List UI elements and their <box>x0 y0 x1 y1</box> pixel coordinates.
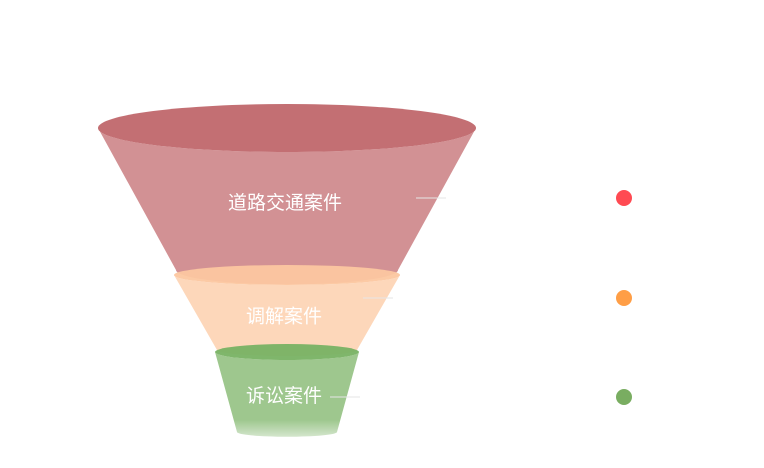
funnel-segment-rim <box>215 344 359 360</box>
funnel-segment-body[interactable] <box>174 275 400 356</box>
legend-marker-road-traffic-cases[interactable] <box>616 190 632 206</box>
funnel-segment-mediation-cases[interactable] <box>174 265 400 356</box>
funnel-segment-rim <box>174 265 400 285</box>
funnel-segment-road-traffic-cases[interactable] <box>98 104 476 285</box>
funnel-segment-body[interactable] <box>98 128 476 285</box>
funnel-segment-body[interactable] <box>215 352 359 437</box>
funnel-label-litigation-cases: 诉讼案件 <box>246 385 322 407</box>
legend-marker-mediation-cases[interactable] <box>616 290 632 306</box>
funnel-segment-litigation-cases[interactable] <box>215 344 359 437</box>
funnel-bottom-fade <box>220 420 360 450</box>
funnel-label-road-traffic-cases: 道路交通案件 <box>228 192 342 214</box>
funnel-segment-rim <box>98 104 476 152</box>
funnel-label-mediation-cases: 调解案件 <box>246 306 322 328</box>
legend-marker-litigation-cases[interactable] <box>616 389 632 405</box>
